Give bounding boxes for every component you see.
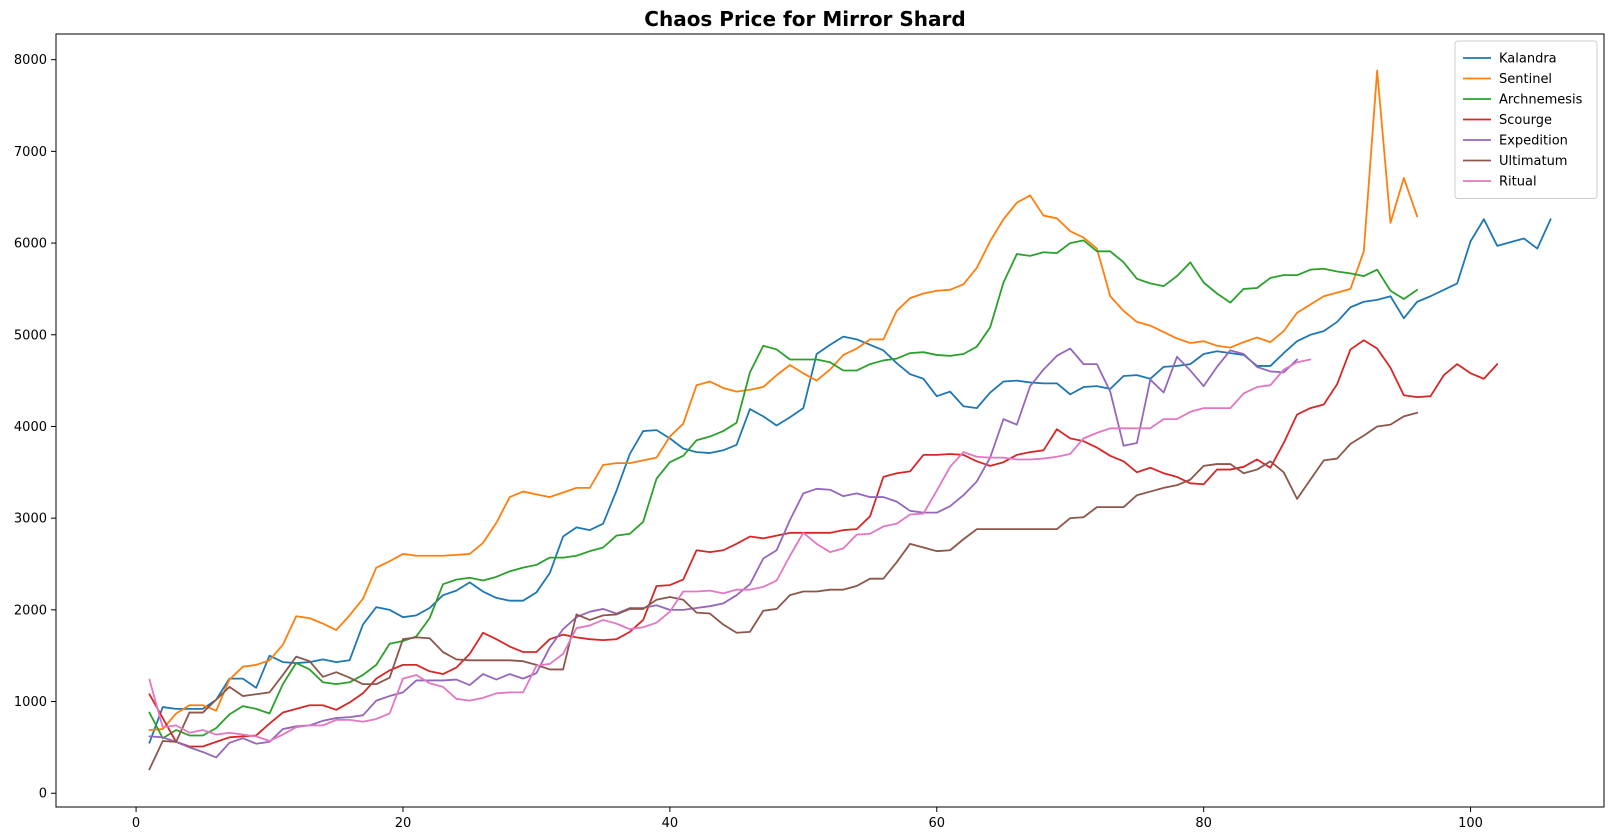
series-line-ritual [148,358,1312,742]
y-tick-label: 2000 [14,603,47,618]
y-tick-label: 0 [39,787,47,802]
legend-label-expedition: Expedition [1499,134,1568,149]
legend-box [1454,40,1598,199]
y-tick-label: 1000 [14,695,47,710]
legend-label-archnemesis: Archnemesis [1499,93,1583,108]
y-axis: 0 1000 2000 3000 4000 5000 6000 7000 8000 [14,53,56,802]
series-line-scourge [148,339,1499,748]
plot-frame [55,33,1605,808]
legend-label-sentinel: Sentinel [1499,72,1552,87]
series-line-sentinel [148,69,1419,731]
series-line-archnemesis [148,239,1419,740]
y-tick-label: 6000 [14,237,47,252]
legend-label-scourge: Scourge [1499,113,1552,128]
legend-label-kalandra: Kalandra [1499,52,1557,67]
series-line-expedition [148,347,1298,759]
series-layer [148,69,1552,771]
legend: Kalandra Sentinel Archnemesis Scourge Expedi… [1454,40,1598,199]
x-tick-label: 80 [1195,816,1212,831]
series-line-ultimatum [148,411,1419,771]
y-tick-label: 7000 [14,145,47,160]
y-tick-label: 8000 [14,53,47,68]
legend-label-ritual: Ritual [1499,175,1537,190]
x-tick-label: 0 [132,816,140,831]
legend-label-ultimatum: Ultimatum [1499,154,1567,169]
chart-title: Chaos Price for Mirror Shard [644,7,965,31]
y-tick-label: 3000 [14,512,47,527]
x-tick-label: 60 [928,816,945,831]
x-tick-label: 20 [395,816,412,831]
y-tick-label: 5000 [14,328,47,343]
series-line-kalandra [148,218,1552,744]
x-tick-label: 100 [1458,816,1483,831]
x-tick-label: 40 [662,816,679,831]
y-tick-label: 4000 [14,420,47,435]
x-axis: 0 20 40 60 80 100 [132,807,1483,831]
